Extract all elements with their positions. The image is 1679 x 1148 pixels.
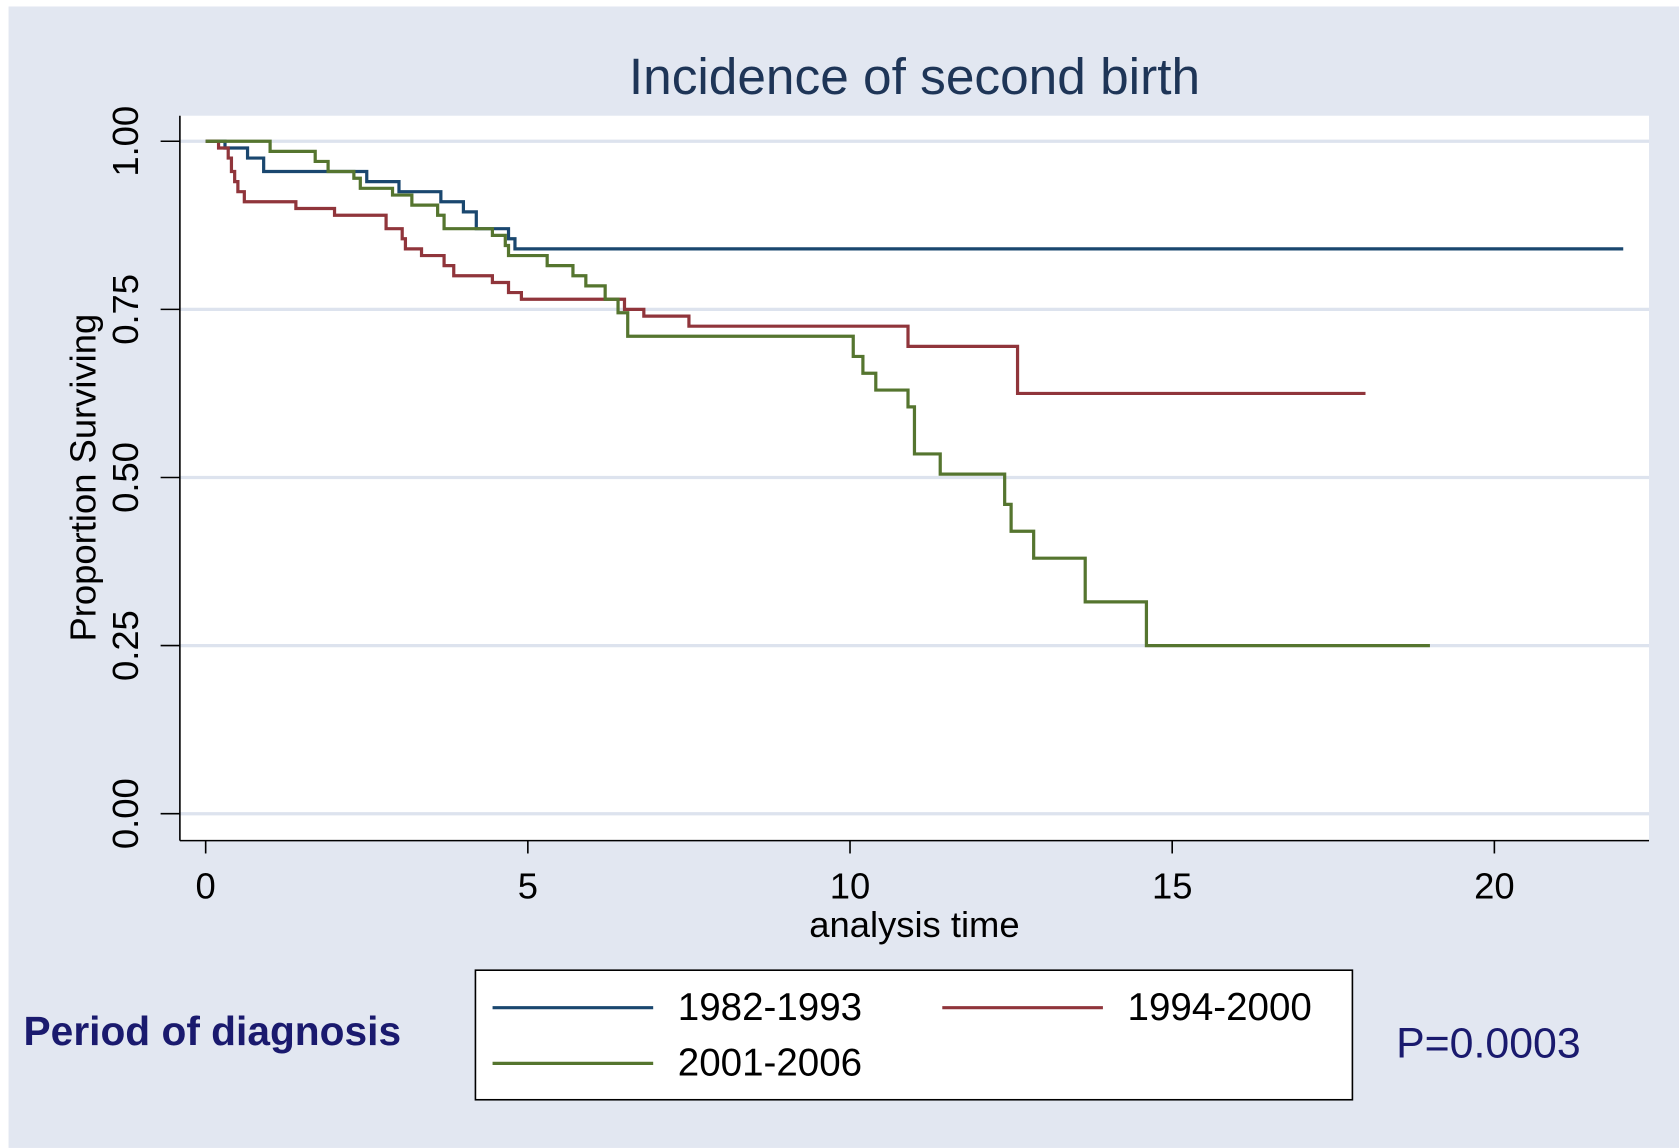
y-tick-label: 0.00	[105, 778, 146, 849]
x-tick-label: 20	[1474, 865, 1514, 906]
legend-label: 2001-2006	[678, 1042, 862, 1085]
x-tick-label: 15	[1152, 865, 1192, 906]
ticks: 0.00 0.25 0.50 0.75 1.00 0 5 10 15 20	[105, 106, 1515, 907]
legend	[474, 969, 1354, 1101]
y-axis-label: Proportion Surviving	[62, 314, 103, 642]
x-axis-label: analysis time	[809, 904, 1019, 945]
x-tick-label: 10	[830, 865, 870, 906]
y-tick-label: 0.50	[105, 442, 146, 513]
legend-label: 1982-1993	[678, 986, 862, 1029]
survival-line	[205, 139, 1430, 648]
legend-title: Period of diagnosis	[24, 1008, 402, 1054]
y-tick-label: 1.00	[105, 106, 146, 177]
legend-label: 1994-2000	[1128, 986, 1312, 1029]
annotation: P=0.0003	[1396, 1020, 1581, 1068]
survival-line	[205, 139, 1624, 251]
x-tick-label: 0	[196, 865, 216, 906]
chart-title: Incidence of second birth	[629, 47, 1200, 105]
x-tick-label: 5	[518, 865, 538, 906]
survival-line	[205, 139, 1366, 396]
legend-entries: 1982-1993 1994-2000 2001-2006	[492, 986, 1312, 1085]
y-tick-label: 0.75	[105, 274, 146, 345]
y-tick-label: 0.25	[105, 610, 146, 681]
lines	[205, 139, 1624, 648]
